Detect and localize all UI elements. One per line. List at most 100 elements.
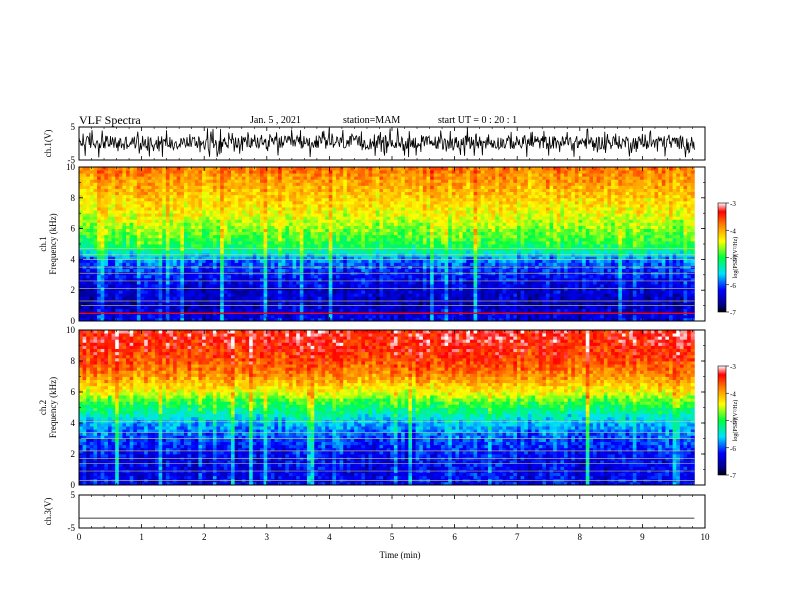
heatmap-cell [339, 290, 344, 294]
heatmap-cell [346, 188, 351, 193]
heatmap-cell [216, 280, 221, 285]
heatmap-cell [136, 234, 141, 239]
heatmap-cell [390, 170, 395, 174]
heatmap-cell [288, 167, 293, 171]
heatmap-cell [249, 280, 254, 285]
heatmap-cell [162, 191, 167, 196]
heatmap-cell [383, 176, 388, 180]
heatmap-cell [299, 284, 304, 288]
heatmap-cell [122, 293, 127, 297]
heatmap-cell [408, 305, 413, 310]
heatmap-cell [220, 203, 225, 208]
heatmap-cell [205, 216, 210, 220]
heatmap-cell [325, 225, 330, 229]
heatmap-cell [263, 222, 268, 226]
heatmap-cell [267, 170, 272, 174]
heatmap-cell [310, 317, 315, 322]
heatmap-cell [328, 274, 333, 279]
heatmap-cell [274, 203, 279, 208]
heatmap-cell [115, 277, 120, 282]
heatmap-cell [100, 228, 105, 233]
heatmap-cell [118, 234, 123, 239]
heatmap-cell [256, 231, 261, 236]
heatmap-cell [325, 185, 330, 189]
heatmap-cell [118, 268, 123, 273]
heatmap-cell [118, 317, 123, 322]
heatmap-cell [151, 296, 156, 300]
heatmap-cell [216, 176, 221, 180]
heatmap-cell [372, 317, 377, 322]
heatmap-cell [194, 207, 199, 211]
heatmap-cell [212, 170, 217, 174]
heatmap-cell [325, 207, 330, 211]
heatmap-cell [89, 167, 94, 171]
heatmap-cell [267, 179, 272, 183]
heatmap-cell [343, 302, 348, 306]
heatmap-cell [317, 256, 322, 260]
heatmap-cell [368, 210, 373, 214]
heatmap-cell [252, 231, 257, 236]
heatmap-cell [183, 237, 188, 242]
heatmap-cell [165, 228, 170, 233]
heatmap-cell [122, 277, 127, 282]
heatmap-cell [292, 176, 297, 180]
heatmap-cell [104, 188, 109, 193]
heatmap-cell [321, 197, 326, 202]
heatmap-cell [82, 228, 87, 233]
heatmap-cell [234, 293, 239, 297]
heatmap-cell [209, 191, 214, 196]
heatmap-cell [292, 250, 297, 254]
heatmap-cell [198, 277, 203, 282]
heatmap-cell [231, 210, 236, 214]
heatmap-cell [187, 210, 192, 214]
heatmap-cell [216, 188, 221, 193]
heatmap-cell [176, 244, 181, 248]
heatmap-cell [115, 231, 120, 236]
heatmap-cell [375, 191, 380, 196]
heatmap-cell [401, 250, 406, 254]
heatmap-cell [357, 256, 362, 260]
heatmap-cell [151, 290, 156, 294]
heatmap-cell [357, 268, 362, 273]
heatmap-cell [278, 219, 283, 223]
heatmap-cell [393, 216, 398, 220]
heatmap-cell [278, 240, 283, 245]
heatmap-cell [140, 256, 145, 260]
heatmap-cell [82, 207, 87, 211]
heatmap-cell [325, 170, 330, 174]
heatmap-cell [198, 225, 203, 229]
heatmap-cell [379, 213, 384, 217]
heatmap-cell [336, 173, 341, 177]
heatmap-cell [176, 200, 181, 205]
heatmap-cell [122, 237, 127, 242]
heatmap-cell [107, 210, 112, 214]
heatmap-cell [397, 222, 402, 226]
heatmap-cell [419, 207, 424, 211]
heatmap-cell [321, 314, 326, 319]
heatmap-cell [314, 302, 319, 306]
heatmap-cell [393, 244, 398, 248]
heatmap-cell [303, 280, 308, 285]
heatmap-cell [386, 234, 391, 239]
heatmap-cell [133, 167, 138, 171]
heatmap-cell [212, 274, 217, 279]
heatmap-cell [147, 228, 152, 233]
heatmap-cell [375, 277, 380, 282]
heatmap-cell [194, 219, 199, 223]
heatmap-cell [198, 182, 203, 186]
heatmap-cell [115, 194, 120, 199]
heatmap-cell [89, 274, 94, 279]
heatmap-cell [183, 234, 188, 239]
heatmap-cell [364, 302, 369, 306]
heatmap-cell [140, 284, 145, 288]
heatmap-cell [375, 210, 380, 214]
heatmap-cell [393, 188, 398, 193]
heatmap-cell [202, 194, 207, 199]
heatmap-cell [270, 234, 275, 239]
heatmap-cell [256, 213, 261, 217]
heatmap-cell [100, 185, 105, 189]
heatmap-cell [209, 219, 214, 223]
heatmap-cell [245, 296, 250, 300]
heatmap-cell [191, 305, 196, 310]
heatmap-cell [162, 314, 167, 319]
